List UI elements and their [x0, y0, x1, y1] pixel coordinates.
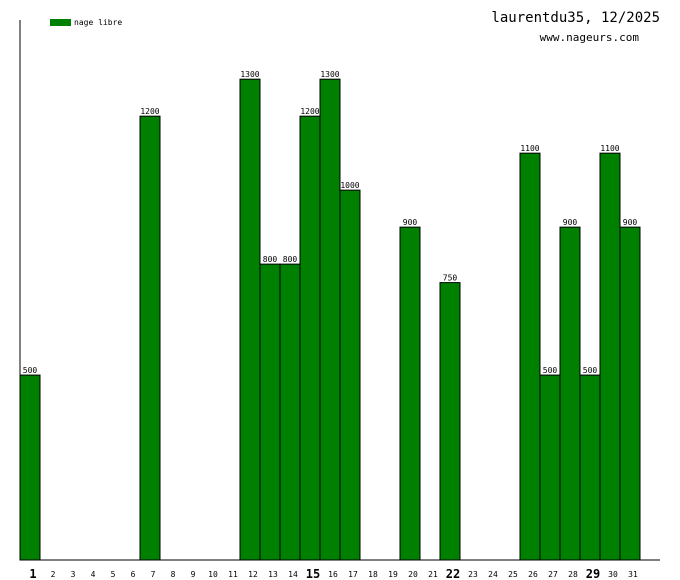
- bar-value-label-day-28: 900: [563, 218, 578, 227]
- bar-day-17: [339, 189, 361, 561]
- x-tick-label-19: 19: [388, 570, 398, 579]
- bar-value-label-day-20: 900: [403, 218, 418, 227]
- bar-value-label-day-27: 500: [543, 366, 558, 375]
- x-tick-label-22: 22: [446, 567, 460, 580]
- bar-day-26: [519, 152, 541, 561]
- x-tick-label-25: 25: [508, 570, 518, 579]
- x-tick-label-14: 14: [288, 570, 298, 579]
- x-tick-label-26: 26: [528, 570, 538, 579]
- x-tick-label-7: 7: [151, 570, 156, 579]
- x-tick-label-4: 4: [91, 570, 96, 579]
- x-tick-label-28: 28: [568, 570, 578, 579]
- bar-value-label-day-30: 1100: [600, 144, 619, 153]
- x-tick-label-12: 12: [248, 570, 258, 579]
- bar-day-12: [239, 78, 261, 561]
- bar-day-31: [619, 226, 641, 561]
- bar-value-label-day-22: 750: [443, 274, 458, 283]
- x-tick-label-11: 11: [228, 570, 238, 579]
- bar-value-label-day-17: 1000: [340, 181, 359, 190]
- x-tick-label-13: 13: [268, 570, 278, 579]
- x-tick-label-20: 20: [408, 570, 418, 579]
- bar-value-label-day-7: 1200: [140, 107, 159, 116]
- bar-value-label-day-1: 500: [23, 366, 38, 375]
- x-tick-label-6: 6: [131, 570, 136, 579]
- bar-day-28: [559, 226, 581, 561]
- bar-labels-group: 500 1200 1300 800 800 1200 1300 1000 900 750 1100 5…: [23, 70, 638, 375]
- x-tick-label-3: 3: [71, 570, 76, 579]
- bar-value-label-day-29: 500: [583, 366, 598, 375]
- bar-day-20: [399, 226, 421, 561]
- legend-label: nage libre: [74, 18, 122, 27]
- x-tick-label-2: 2: [51, 570, 56, 579]
- bar-day-27: [539, 374, 561, 561]
- bar-value-label-day-16: 1300: [320, 70, 339, 79]
- x-tick-label-15: 15: [306, 567, 320, 580]
- bar-day-22: [439, 282, 461, 561]
- x-tick-label-10: 10: [208, 570, 218, 579]
- x-tick-label-30: 30: [608, 570, 618, 579]
- bar-day-15: [299, 115, 321, 561]
- legend-swatch: [50, 19, 71, 26]
- x-tick-label-31: 31: [628, 570, 638, 579]
- bar-value-label-day-15: 1200: [300, 107, 319, 116]
- bar-value-label-day-31: 900: [623, 218, 638, 227]
- x-tick-label-9: 9: [191, 570, 196, 579]
- x-tick-label-16: 16: [328, 570, 338, 579]
- x-tick-label-8: 8: [171, 570, 176, 579]
- bar-value-label-day-13: 800: [263, 255, 278, 264]
- x-tick-label-23: 23: [468, 570, 478, 579]
- x-tick-label-29: 29: [586, 567, 600, 580]
- bar-day-13: [259, 263, 281, 561]
- x-tick-label-21: 21: [428, 570, 438, 579]
- bar-day-1: [19, 374, 41, 561]
- legend: nage libre: [50, 18, 122, 27]
- x-tick-label-24: 24: [488, 570, 498, 579]
- x-tick-label-5: 5: [111, 570, 116, 579]
- bar-value-label-day-26: 1100: [520, 144, 539, 153]
- x-tick-labels-group: 1 2 3 4 5 6 7 8 9 10 11 12 13 14 15 16 17 18 19 20 21 22 23 24 2…: [29, 567, 638, 580]
- bar-day-16: [319, 78, 341, 561]
- bar-day-30: [599, 152, 621, 561]
- bar-day-7: [139, 115, 161, 561]
- bar-day-14: [279, 263, 301, 561]
- bar-value-label-day-14: 800: [283, 255, 298, 264]
- x-tick-label-17: 17: [348, 570, 358, 579]
- chart-title: laurentdu35, 12/2025: [491, 10, 660, 26]
- bar-day-29: [579, 374, 601, 561]
- chart-subtitle: www.nageurs.com: [540, 31, 640, 44]
- x-tick-label-1: 1: [29, 567, 36, 580]
- x-tick-label-18: 18: [368, 570, 378, 579]
- x-tick-label-27: 27: [548, 570, 558, 579]
- bar-value-label-day-12: 1300: [240, 70, 259, 79]
- bars-group: [19, 78, 641, 561]
